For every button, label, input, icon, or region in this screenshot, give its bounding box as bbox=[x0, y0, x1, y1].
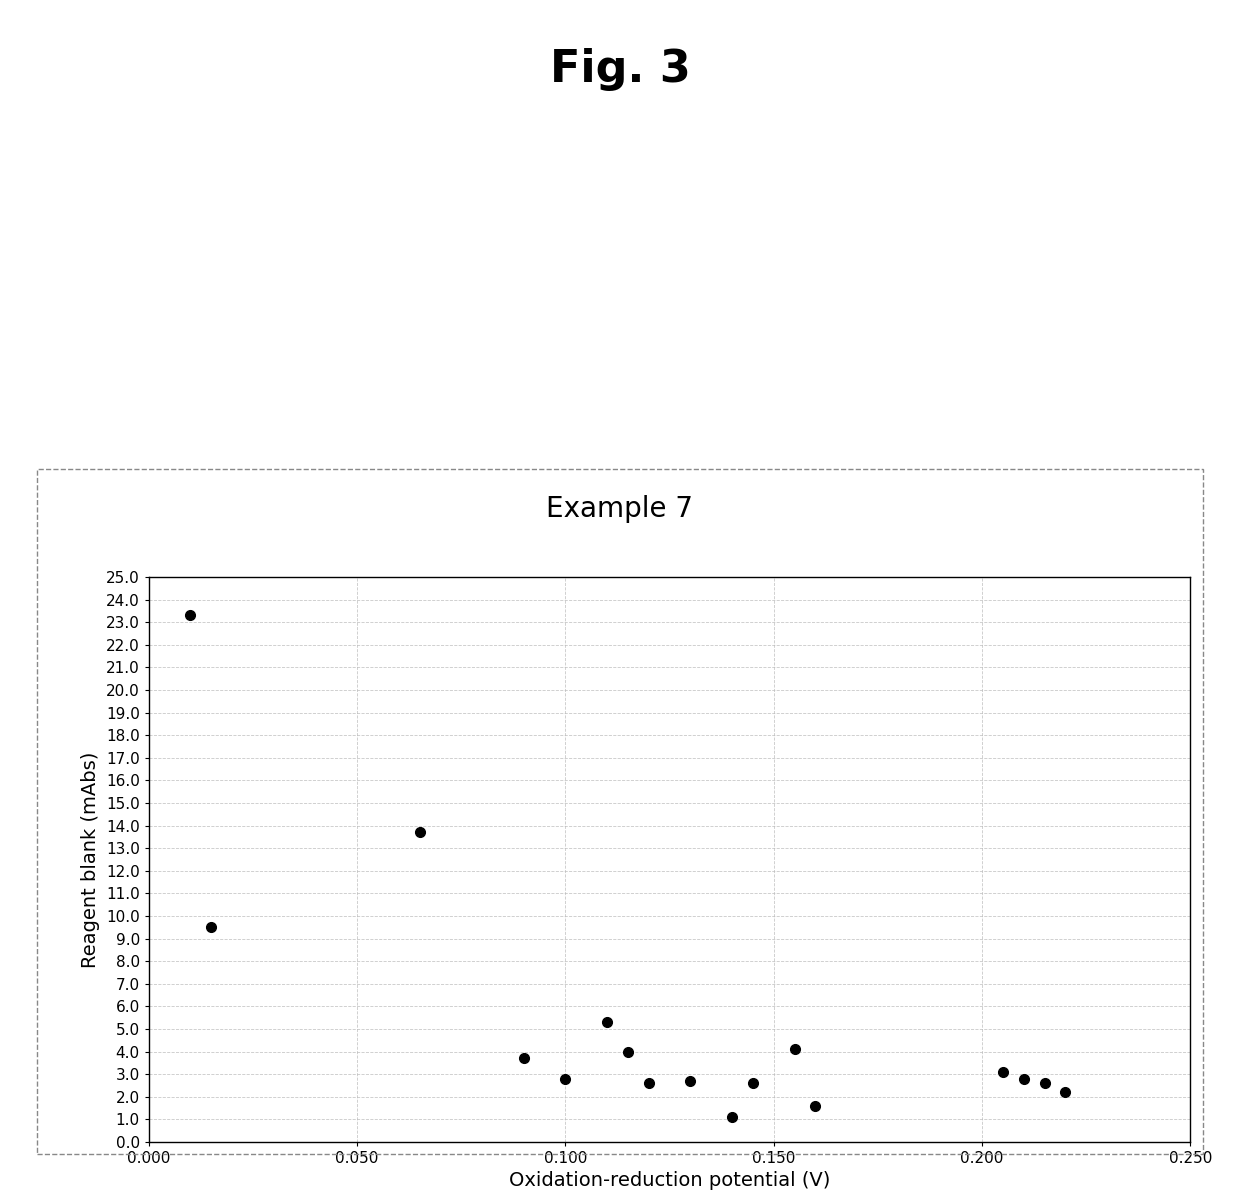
Point bbox=[785, 1040, 805, 1059]
Point bbox=[806, 1096, 826, 1115]
Point bbox=[618, 1042, 637, 1061]
Point bbox=[993, 1063, 1013, 1082]
Point bbox=[598, 1012, 618, 1031]
Point bbox=[743, 1073, 763, 1093]
Point bbox=[639, 1073, 658, 1093]
Point bbox=[722, 1107, 742, 1126]
Point bbox=[513, 1048, 533, 1067]
Point bbox=[681, 1071, 701, 1090]
Point bbox=[556, 1069, 575, 1088]
Text: Example 7: Example 7 bbox=[547, 495, 693, 523]
Point bbox=[1034, 1073, 1054, 1093]
Text: Fig. 3: Fig. 3 bbox=[549, 48, 691, 91]
Y-axis label: Reagent blank (mAbs): Reagent blank (mAbs) bbox=[82, 751, 100, 968]
X-axis label: Oxidation-reduction potential (V): Oxidation-reduction potential (V) bbox=[508, 1172, 831, 1190]
Point bbox=[1014, 1069, 1034, 1088]
Point bbox=[409, 822, 429, 841]
Point bbox=[181, 606, 201, 625]
Point bbox=[1055, 1083, 1075, 1102]
Point bbox=[201, 917, 221, 936]
